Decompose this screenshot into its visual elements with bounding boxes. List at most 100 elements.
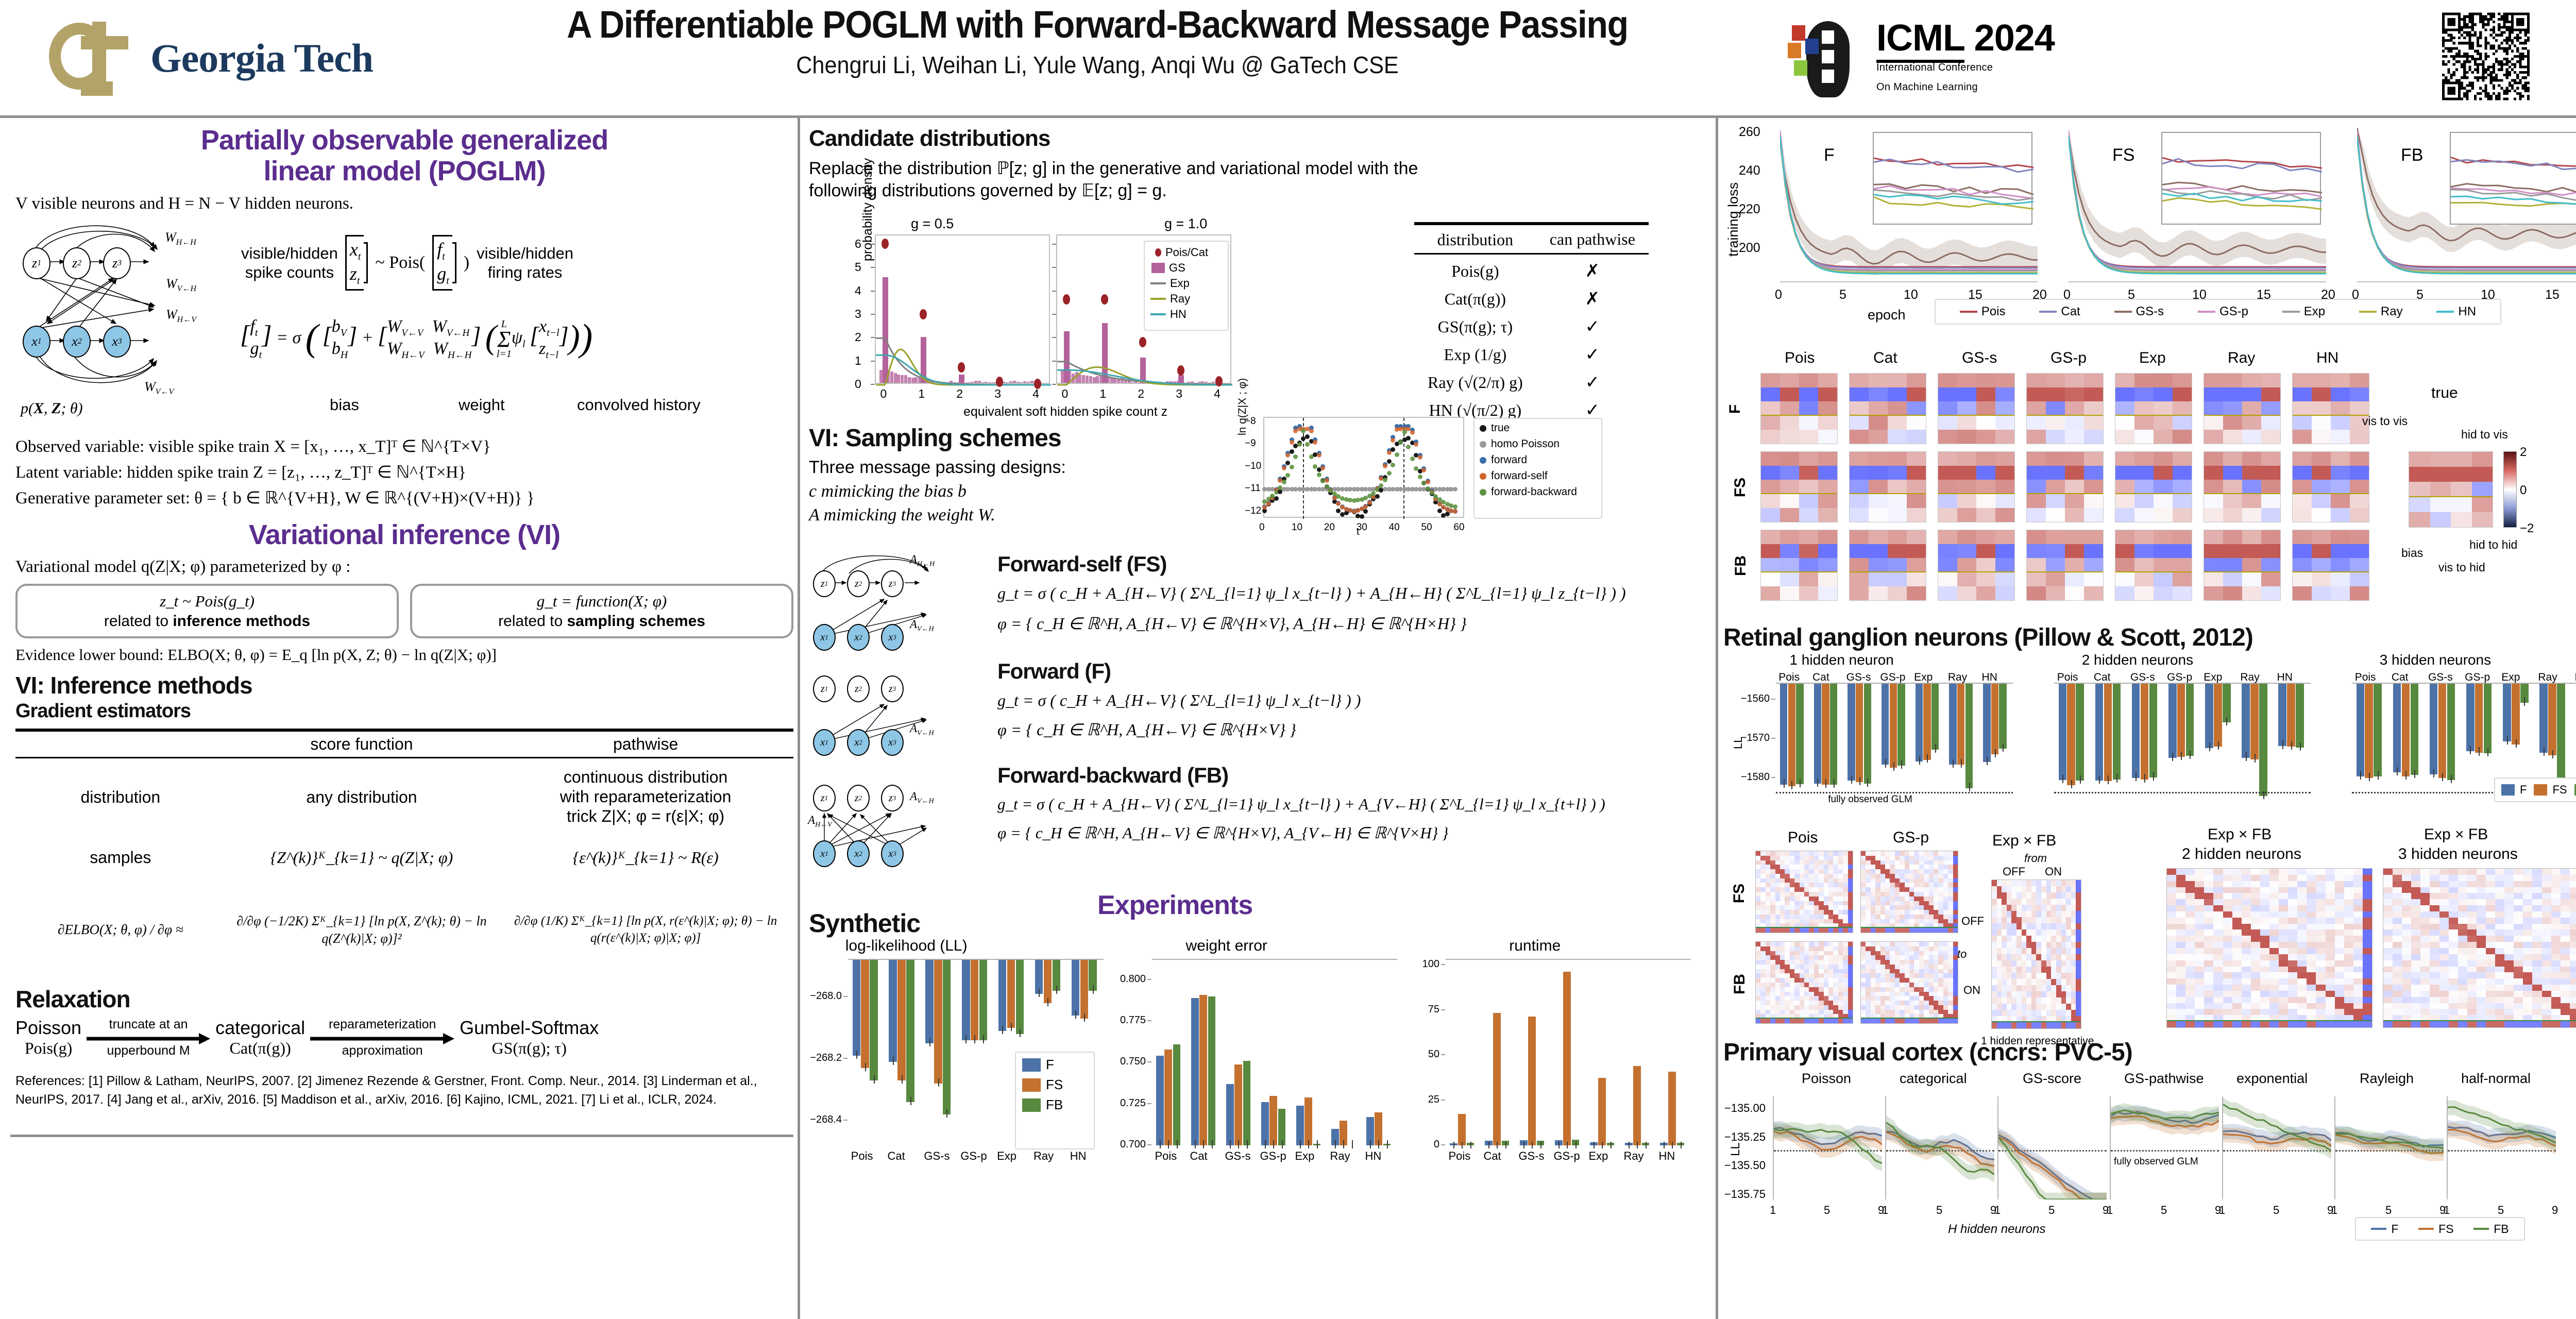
heatmap-cell — [1914, 851, 1919, 856]
heatmap-cell — [1819, 878, 1824, 883]
cand-title-g10: g = 1.0 — [1164, 216, 1208, 231]
heatmap-cell — [2325, 911, 2335, 918]
heatmap-cell — [1789, 973, 1795, 978]
heatmap-cell — [2411, 942, 2421, 948]
legend-item: F — [2501, 783, 2527, 797]
heatmap-cell — [2411, 960, 2421, 967]
heatmap-cell — [2223, 429, 2242, 444]
heatmap-cell — [2344, 905, 2353, 911]
heatmap-cell — [1957, 480, 1976, 494]
heatmap-cell — [1933, 901, 1939, 906]
bar — [979, 960, 988, 1040]
heatmap-cell — [2036, 1004, 2042, 1010]
heatmap-cell — [2250, 917, 2260, 924]
heatmap-cell — [1785, 905, 1790, 910]
heatmap-cell — [1756, 987, 1761, 992]
heatmap-cell — [1780, 429, 1799, 444]
baseline-line — [2352, 792, 2576, 794]
gs-noise-bar — [893, 373, 897, 383]
heatmap-cell — [2167, 996, 2177, 1003]
heatmap-cell — [1770, 901, 1775, 906]
heatmap-cell — [1890, 964, 1895, 969]
heatmap-cell — [1890, 960, 1895, 965]
heatmap-cell — [2551, 1015, 2561, 1022]
forward-self-point — [1289, 439, 1294, 445]
heatmap-cell — [2071, 1016, 2076, 1022]
heatmap-cell — [1794, 951, 1800, 956]
bar — [1923, 684, 1931, 760]
heatmap-cell — [2051, 1004, 2056, 1010]
heatmap-cell — [2307, 917, 2316, 924]
heatmap-cell — [2560, 985, 2570, 991]
heatmap-cell — [2316, 972, 2326, 979]
heatmap-cell — [2532, 990, 2542, 997]
heatmap-cell — [1904, 891, 1909, 897]
heatmap-cell — [2467, 1021, 2477, 1027]
heatmap-cell — [1838, 891, 1843, 897]
heatmap-cell — [1843, 982, 1848, 987]
gs-noise-bar — [879, 369, 883, 383]
heatmap-cell — [2066, 899, 2071, 905]
heatmap-cell — [2204, 881, 2214, 887]
heatmap-cell — [2312, 415, 2331, 430]
heatmap-cell — [1953, 1005, 1958, 1010]
heatmap-cell — [1819, 891, 1824, 897]
y-tick-mark — [843, 1120, 848, 1121]
heatmap-cell — [1799, 873, 1804, 878]
error-bar — [1211, 1140, 1213, 1148]
heatmap-cell — [1823, 991, 1828, 996]
heatmap-cell — [2504, 1003, 2514, 1009]
heatmap-cell — [1933, 851, 1939, 856]
heatmap-cell — [1760, 887, 1766, 892]
homo-poisson-point — [1262, 487, 1267, 492]
heatmap-cell — [2532, 936, 2542, 942]
heatmap-cell — [2560, 893, 2570, 900]
heatmap-cell — [1809, 982, 1814, 987]
pvc-panel-title: GS-score — [2023, 1071, 2082, 1086]
heatmap-cell — [2051, 985, 2056, 991]
bar — [1848, 684, 1855, 781]
heatmap-cell — [1880, 891, 1885, 897]
gs-bar — [1140, 358, 1146, 383]
heatmap-cell — [2041, 1010, 2046, 1016]
heatmap-cell — [1866, 905, 1871, 910]
qr-code[interactable] — [2442, 11, 2530, 102]
heatmap-cell — [2026, 954, 2031, 960]
heatmap-cell — [2312, 586, 2331, 600]
legend-label: Exp — [2303, 305, 2326, 318]
heatmap-cell — [1933, 978, 1939, 983]
heatmap-cell — [2076, 948, 2081, 954]
heatmap-cell — [1848, 914, 1853, 919]
heatmap-cell — [2173, 558, 2192, 572]
heatmap-cell — [2241, 869, 2251, 875]
heatmap-cell — [2439, 1003, 2449, 1009]
pvc-x-tick: 1 — [2331, 1204, 2338, 1216]
synthetic-charts: log-likelihood (LL) −268.0 −268.2 −268.4 Poi… — [809, 937, 1705, 1176]
variational-model-line: Variational model q(Z|X; φ) parameterize… — [15, 557, 351, 577]
true-point — [1441, 513, 1446, 518]
heatmap-cell — [2297, 1021, 2307, 1027]
heatmap-cell — [2016, 948, 2022, 954]
pvc-baseline — [2223, 1150, 2331, 1152]
heatmap-cell — [2241, 942, 2251, 948]
heatmap-cell — [1885, 1009, 1890, 1014]
heatmap-cell — [1914, 928, 1919, 933]
heatmap-cell — [1938, 978, 1943, 983]
forward-backward-point — [1348, 498, 1353, 503]
category-label: GS-p — [1260, 1149, 1286, 1162]
heatmap-cell — [1928, 910, 1934, 915]
heatmap-cell — [1953, 883, 1958, 888]
lnq-xtick: 40 — [1388, 522, 1400, 533]
y-tick-label: 0.700 — [1120, 1139, 1146, 1150]
gs-noise-bar — [914, 377, 918, 383]
heatmap-cell — [2041, 886, 2046, 892]
heatmap-cell — [1818, 586, 1837, 600]
y-tick-mark — [843, 1058, 848, 1059]
heatmap-cell — [2476, 1021, 2486, 1027]
heatmap-cell — [2297, 942, 2307, 948]
heatmap-cell — [2353, 1021, 2363, 1027]
heatmap-cell — [1799, 887, 1804, 892]
heatmap-cell — [1870, 982, 1876, 987]
gs-noise-bar — [991, 382, 995, 383]
heatmap-cell — [2316, 960, 2326, 967]
